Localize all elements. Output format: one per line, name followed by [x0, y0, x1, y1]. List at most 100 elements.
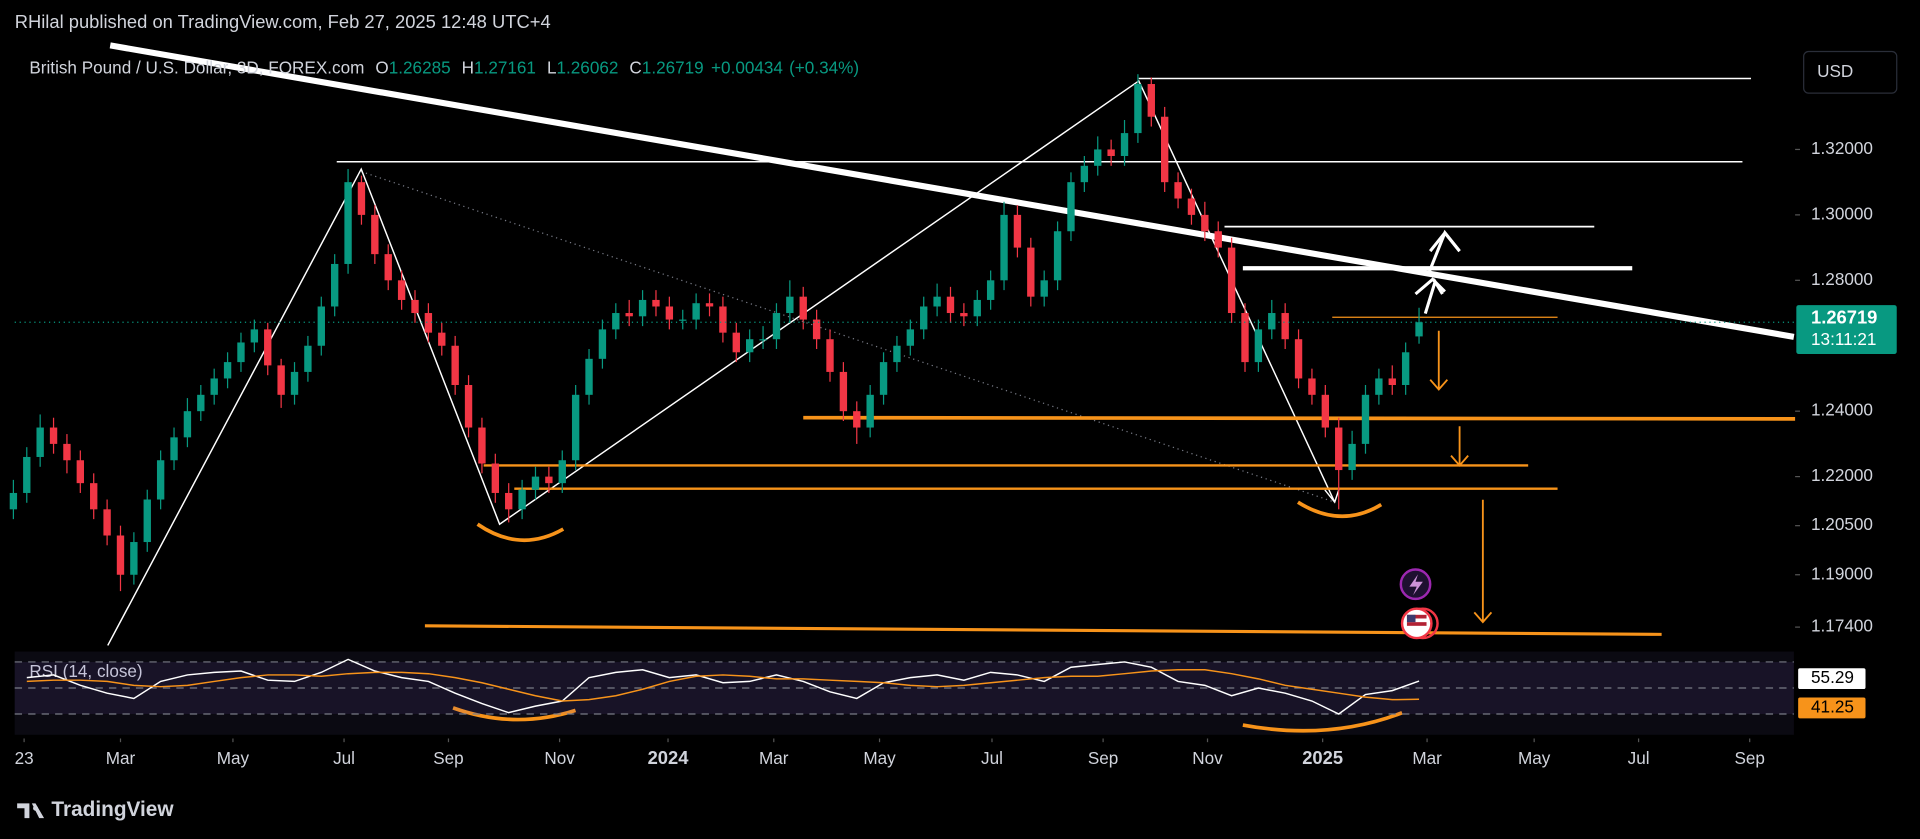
legend-item: 1.27161 — [474, 57, 536, 77]
candle-body — [451, 345, 459, 386]
drawings — [107, 42, 1796, 646]
candle-body — [879, 362, 888, 395]
x-tick-label: Mar — [106, 748, 136, 768]
candle-body — [1335, 427, 1343, 471]
candle-body — [170, 437, 178, 461]
legend-item: H — [462, 57, 474, 77]
x-tick-label: Mar — [759, 748, 789, 768]
candle-body — [357, 182, 366, 215]
logo-dot — [33, 805, 38, 811]
y-tick-label: 1.22000 — [1811, 465, 1873, 485]
down-arrow — [1473, 499, 1493, 624]
candle-body — [1053, 231, 1062, 281]
candle-body — [585, 358, 593, 395]
candle-body — [1120, 133, 1129, 156]
candle-body — [1388, 378, 1396, 386]
candle-body — [1134, 84, 1142, 134]
candle-body — [1321, 394, 1330, 428]
candle-body — [652, 299, 660, 307]
main-trendline — [109, 42, 1795, 340]
legend-item: British Pound / U.S. Dollar, 3D, FOREX.c… — [29, 57, 364, 77]
candle-body — [545, 476, 553, 484]
candle-body — [531, 476, 540, 490]
candle-body — [197, 394, 205, 412]
candle-body — [223, 362, 232, 379]
candle-body — [250, 329, 259, 343]
x-tick-label: May — [1518, 748, 1551, 768]
candle-body — [1147, 84, 1155, 117]
countdown: 13:11:21 — [1811, 329, 1876, 349]
currency-button[interactable] — [1803, 50, 1898, 94]
flag-stripe — [1406, 622, 1427, 626]
candle-body — [1013, 214, 1022, 248]
candle-body — [23, 456, 31, 493]
candle-body — [853, 411, 861, 428]
candle-body — [826, 339, 834, 372]
x-tick-label: Nov — [1192, 748, 1223, 768]
candle-body — [839, 371, 848, 412]
candles — [9, 74, 1423, 592]
candle-body — [558, 460, 566, 484]
candle-body — [49, 427, 58, 444]
candle-body — [893, 345, 901, 363]
candle-body — [116, 535, 125, 575]
candle-body — [210, 378, 218, 395]
candle-body — [612, 313, 620, 330]
candle-body — [90, 483, 98, 510]
candle-body — [1281, 313, 1289, 340]
candle-body — [237, 342, 245, 363]
candle-body — [571, 394, 580, 461]
candle-body — [1040, 280, 1048, 297]
y-tick-label: 1.30000 — [1811, 203, 1873, 223]
legend: British Pound / U.S. Dollar, 3D, FOREX.c… — [29, 57, 859, 77]
candle-body — [772, 313, 781, 340]
candle-body — [1107, 149, 1115, 156]
legend-item: 1.26062 — [556, 57, 618, 77]
candle-body — [1294, 339, 1303, 379]
candle-body — [290, 371, 299, 395]
x-tick-label: Sep — [1734, 748, 1764, 768]
x-tick-label: Nov — [544, 748, 575, 768]
x-tick-label: 2024 — [648, 747, 690, 768]
candle-body — [960, 313, 968, 317]
candle-body — [1308, 378, 1316, 395]
publisher: RHilal published on TradingView.com, Feb… — [15, 11, 551, 32]
rsi-value-tag — [1796, 667, 1867, 691]
candle-body — [799, 296, 807, 320]
candle-body — [1375, 378, 1383, 395]
currency[interactable]: USD — [1817, 61, 1853, 81]
event-icon-bolt — [1409, 574, 1423, 596]
rsi-line — [26, 658, 1420, 715]
candle-body — [1348, 443, 1356, 471]
up-arrow — [1414, 277, 1446, 296]
candle-body — [1201, 214, 1209, 232]
candle-body — [9, 492, 18, 510]
candle-body — [130, 542, 138, 575]
candle-body — [63, 443, 71, 461]
candle-body — [1187, 198, 1196, 215]
candle-body — [625, 313, 633, 317]
candle-body — [759, 339, 767, 341]
candle-body — [1067, 182, 1075, 232]
curve — [476, 522, 565, 542]
x-tick-label: Mar — [1412, 748, 1442, 768]
candle-body — [705, 303, 714, 307]
candle-body — [330, 263, 339, 307]
candle-body — [906, 329, 915, 346]
x-tick-label: May — [217, 748, 250, 768]
candle-body — [36, 427, 44, 457]
candle-body — [665, 306, 674, 320]
candle-body — [933, 296, 941, 307]
candle-body — [491, 463, 500, 493]
legend-item: +0.00434 — [711, 57, 783, 77]
candle-body — [156, 460, 165, 500]
candle-body — [371, 214, 379, 255]
candle-body — [76, 460, 85, 484]
candle-body — [1080, 165, 1089, 183]
candle-body — [344, 182, 352, 264]
legend-item: 1.26285 — [389, 57, 451, 77]
candle-body — [438, 332, 446, 346]
candle-body — [732, 332, 740, 353]
candle-body — [946, 296, 955, 314]
